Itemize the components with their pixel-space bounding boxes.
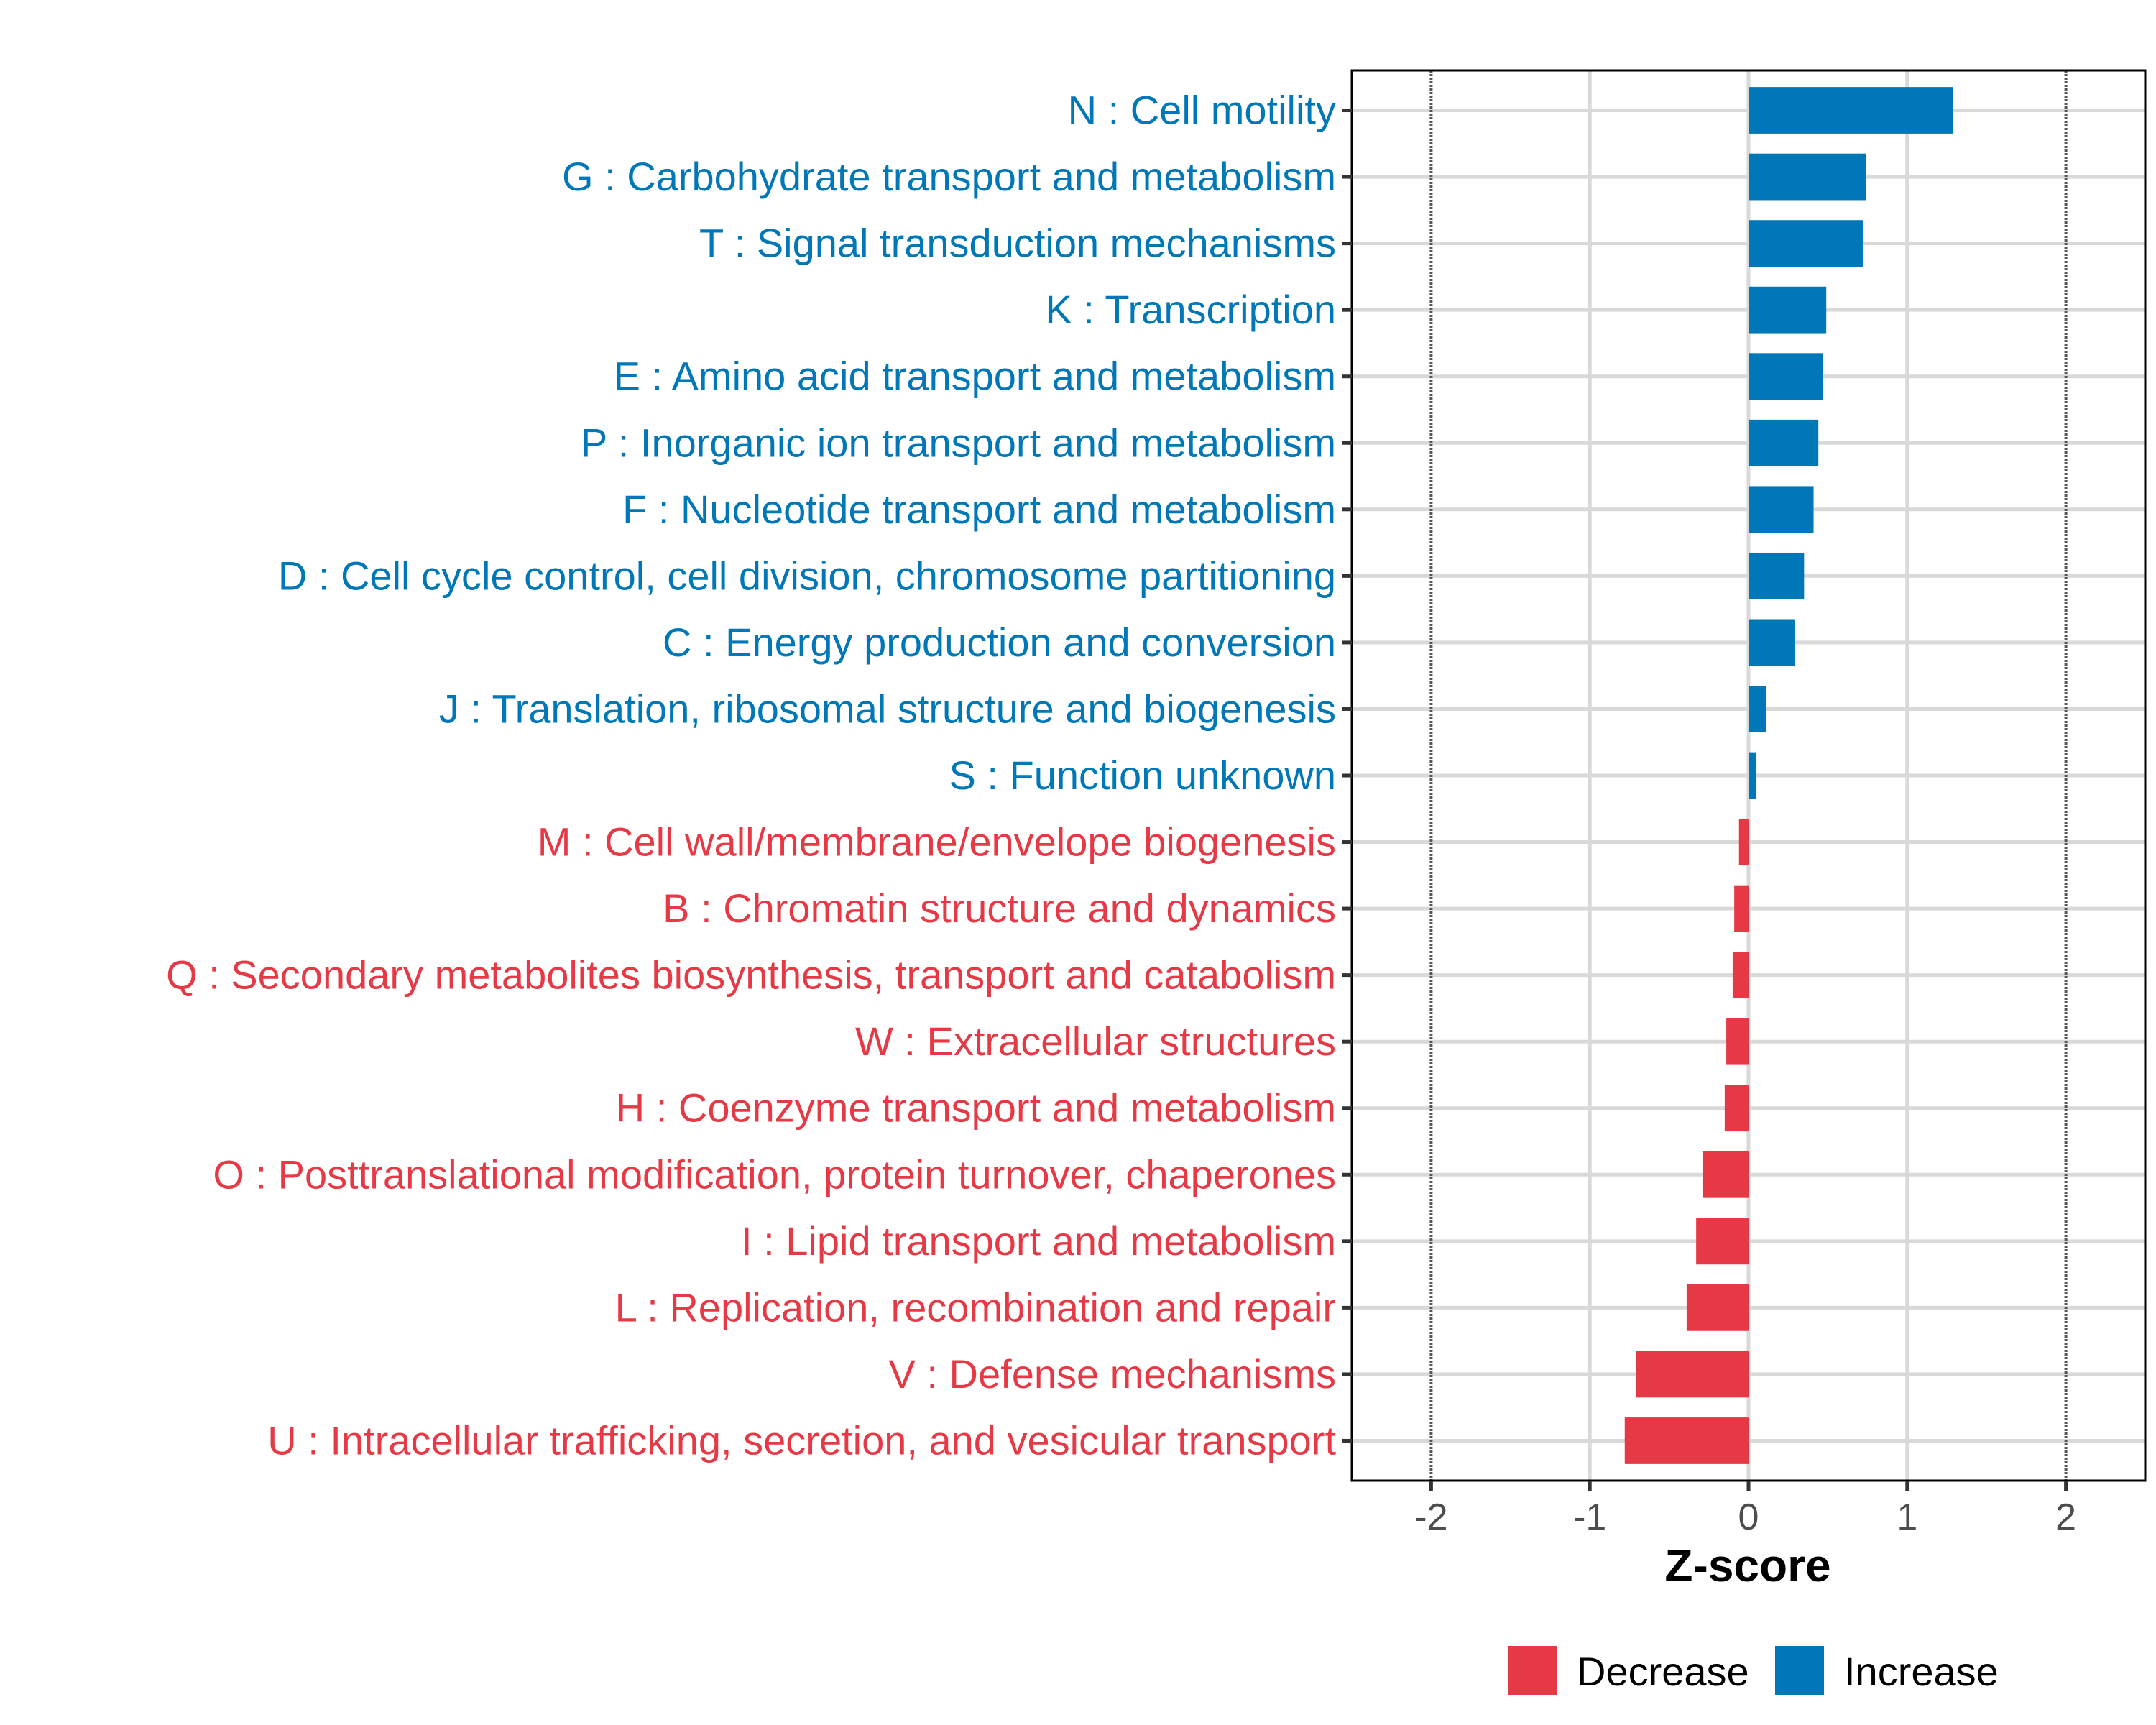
bar — [1724, 1085, 1749, 1132]
legend-swatch-decrease — [1508, 1646, 1557, 1695]
category-label: D : Cell cycle control, cell division, c… — [278, 553, 1336, 598]
category-label: H : Coenzyme transport and metabolism — [616, 1085, 1336, 1131]
legend: Decrease Increase — [1508, 1646, 1999, 1695]
bar — [1749, 153, 1866, 201]
legend-label-increase: Increase — [1844, 1649, 1999, 1694]
bars — [1624, 87, 1953, 1464]
category-label: L : Replication, recombination and repai… — [615, 1284, 1336, 1330]
category-label: P : Inorganic ion transport and metaboli… — [581, 420, 1336, 465]
category-label: V : Defense mechanisms — [889, 1351, 1336, 1397]
category-label: U : Intracellular trafficking, secretion… — [267, 1417, 1336, 1463]
category-label: K : Transcription — [1045, 287, 1336, 332]
bar — [1726, 1018, 1749, 1065]
category-label: F : Nucleotide transport and metabolism — [622, 487, 1336, 532]
x-axis-title: Z-score — [1664, 1540, 1830, 1591]
bar — [1749, 286, 1827, 334]
x-tick-label: 1 — [1897, 1496, 1917, 1538]
bar — [1696, 1218, 1749, 1265]
bar — [1624, 1417, 1749, 1464]
category-label: S : Function unknown — [949, 753, 1336, 798]
bar — [1749, 353, 1823, 400]
bar — [1702, 1151, 1749, 1198]
bar — [1734, 885, 1749, 932]
x-tick-label: 2 — [2055, 1496, 2076, 1538]
bar — [1749, 87, 1953, 134]
reference-lines — [1429, 70, 2068, 1481]
category-label: M : Cell wall/membrane/envelope biogenes… — [538, 819, 1336, 865]
category-label: G : Carbohydrate transport and metabolis… — [562, 154, 1336, 199]
bar — [1749, 552, 1805, 599]
x-tick-label: 0 — [1738, 1496, 1759, 1538]
category-label: T : Signal transduction mechanisms — [699, 221, 1336, 266]
category-label: C : Energy production and conversion — [663, 620, 1336, 665]
bar — [1749, 686, 1766, 732]
bar — [1749, 619, 1795, 666]
bar — [1749, 220, 1863, 267]
y-axis: N : Cell motility G : Carbohydrate transp… — [166, 88, 1352, 1463]
category-label: J : Translation, ribosomal structure and… — [439, 686, 1336, 731]
category-label: N : Cell motility — [1068, 88, 1336, 133]
bar — [1738, 819, 1749, 865]
category-label: Q : Secondary metabolites biosynthesis, … — [166, 952, 1336, 998]
bar — [1749, 419, 1819, 466]
x-tick-label: -1 — [1573, 1496, 1606, 1538]
bar — [1636, 1351, 1749, 1398]
category-label: E : Amino acid transport and metabolism — [614, 354, 1336, 399]
legend-label-decrease: Decrease — [1577, 1649, 1749, 1694]
bar — [1749, 752, 1757, 799]
x-axis: -2 -1 0 1 2 — [1414, 1481, 2076, 1538]
legend-swatch-increase — [1775, 1646, 1824, 1695]
category-label: W : Extracellular structures — [855, 1018, 1336, 1064]
x-tick-label: -2 — [1414, 1496, 1447, 1538]
category-label: O : Posttranslational modification, prot… — [213, 1151, 1336, 1197]
bar — [1686, 1284, 1749, 1331]
bar — [1749, 486, 1814, 533]
category-label: I : Lipid transport and metabolism — [741, 1218, 1336, 1264]
bar — [1732, 952, 1749, 999]
category-label: B : Chromatin structure and dynamics — [663, 886, 1336, 931]
